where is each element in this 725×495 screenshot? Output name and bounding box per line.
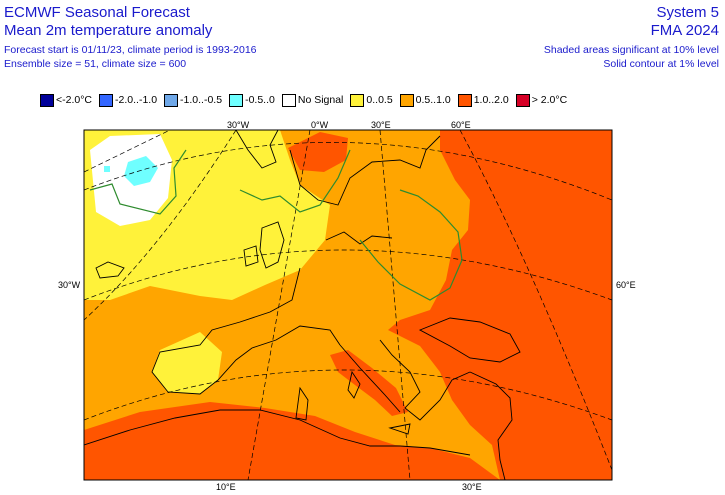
label-left-30w: 30°W — [58, 280, 81, 290]
legend-item: > 2.0°C — [515, 93, 568, 107]
legend-label: 1.0..2.0 — [473, 94, 509, 106]
coastlines — [84, 130, 521, 480]
anomaly-north-region — [288, 132, 348, 172]
legend-item: 0..0.5 — [350, 93, 393, 107]
anomaly-cold-region — [124, 156, 158, 186]
map-frame — [83, 129, 613, 481]
label-top-60e: 60°E — [451, 120, 471, 130]
title-line-1: ECMWF Seasonal Forecast — [4, 4, 190, 21]
legend-swatch — [399, 93, 414, 107]
label-top-30e: 30°E — [371, 120, 391, 130]
legend-swatch — [281, 93, 296, 107]
legend-swatch — [515, 93, 530, 107]
legend-swatch — [350, 93, 365, 107]
title-line-2: Mean 2m temperature anomaly — [4, 22, 213, 39]
legend-item: -1.0..-0.5 — [164, 93, 223, 107]
legend-swatch — [457, 93, 472, 107]
legend-item: No Signal — [281, 93, 344, 107]
legend-label: 0..0.5 — [366, 94, 393, 106]
label-top-30w: 30°W — [227, 120, 250, 130]
label-bottom-30e: 30°E — [462, 482, 482, 492]
label-bottom-10e: 10°E — [216, 482, 236, 492]
legend-label: -1.0..-0.5 — [180, 94, 223, 106]
legend-swatch — [99, 93, 114, 107]
forecast-info: Forecast start is 01/11/23, climate peri… — [4, 44, 257, 56]
legend-item: -2.0..-1.0 — [99, 93, 158, 107]
legend-label: 0.5..1.0 — [415, 94, 451, 106]
legend-swatch — [40, 93, 54, 107]
label-right-60e: 60°E — [616, 280, 636, 290]
legend-swatch — [164, 93, 179, 107]
anomaly-iberia-region — [152, 332, 222, 394]
legend-label: <-2.0°C — [56, 94, 93, 106]
system-label: System 5 — [656, 4, 719, 21]
anomaly-east-region — [388, 130, 612, 480]
legend-label: -0.5..0 — [245, 94, 275, 106]
legend-label: No Signal — [297, 94, 344, 106]
legend-item: 1.0..2.0 — [457, 93, 509, 107]
contour-note: Solid contour at 1% level — [603, 58, 719, 70]
significance-contours — [89, 149, 463, 301]
graticule — [84, 130, 612, 480]
anomaly-africa-region — [84, 402, 500, 480]
season-label: FMA 2024 — [650, 22, 719, 39]
color-legend: <-2.0°C -2.0..-1.0 -1.0..-0.5 -0.5..0 No Sig… — [40, 92, 574, 108]
label-top-0w: 0°W — [311, 120, 329, 130]
significance-note: Shaded areas significant at 10% level — [543, 44, 719, 56]
legend-item: <-2.0°C — [40, 93, 93, 107]
cold-pixel — [104, 166, 110, 172]
legend-label: > 2.0°C — [531, 94, 568, 106]
legend-item: -0.5..0 — [229, 93, 275, 107]
legend-swatch — [229, 93, 244, 107]
legend-item: 0.5..1.0 — [399, 93, 451, 107]
ensemble-info: Ensemble size = 51, climate size = 600 — [4, 58, 187, 70]
legend-label: -2.0..-1.0 — [115, 94, 158, 106]
